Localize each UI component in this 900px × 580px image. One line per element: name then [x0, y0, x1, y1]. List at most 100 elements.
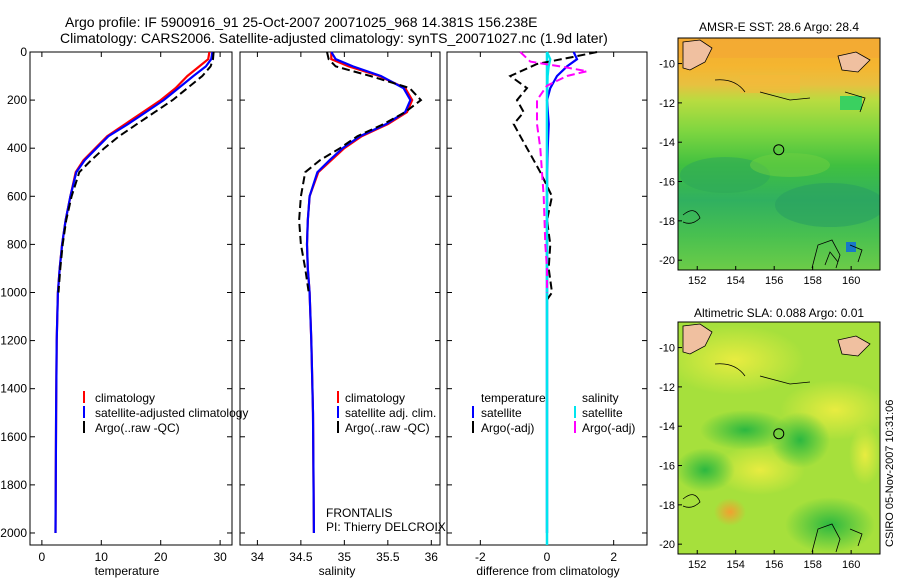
sst-map-axes: 152 154 156 158 160 -10 -12 -14 -16 -18 -20 [659, 59, 860, 287]
series-line-salinity-satellite [545, 51, 552, 533]
y-tick-label: 1400 [0, 382, 27, 396]
x-tick-label: 10 [95, 550, 109, 564]
y-tick-label: 1000 [0, 285, 27, 299]
x-tick-label: 20 [154, 550, 168, 564]
map-x-tick-label: 154 [727, 559, 745, 571]
y-tick-label: 2000 [0, 526, 27, 540]
x-tick-label: 34.5 [289, 550, 313, 564]
salinity-legend: climatology satellite adj. clim. Argo(..… [337, 391, 436, 435]
temperature-xlabel: temperature [95, 564, 160, 578]
series-line-salinity-argo-adj- [519, 51, 588, 293]
map-x-tick-label: 152 [688, 559, 706, 571]
y-tick-label: 1600 [0, 430, 27, 444]
legend-heading-temperature: temperature [481, 391, 546, 405]
difference-xlabel: difference from climatology [476, 564, 619, 578]
series-line-temperature-argo-adj- [508, 51, 598, 301]
x-tick-label: 35.5 [376, 550, 400, 564]
difference-panel: -2 0 2 [446, 51, 648, 564]
x-tick-label: 34 [251, 550, 265, 564]
map-y-tick-label: -12 [659, 382, 675, 394]
legend-swatch-satellite [83, 406, 85, 418]
legend-swatch-satellite [337, 406, 339, 418]
series-line-climatology [305, 52, 414, 534]
legend-label-climatology: climatology [345, 391, 405, 405]
y-tick-label: 400 [7, 141, 27, 155]
plot-frame [29, 51, 233, 546]
legend-label-climatology: climatology [95, 391, 155, 405]
y-tick-label: 800 [7, 237, 27, 251]
map-y-tick-label: -14 [659, 137, 675, 149]
map-x-tick-label: 154 [727, 275, 745, 287]
x-tick-label: 0 [39, 550, 46, 564]
map-y-tick-label: -18 [659, 500, 675, 512]
y-tick-label: 1800 [0, 478, 27, 492]
map-x-tick-label: 160 [842, 275, 860, 287]
map-y-tick-label: -18 [659, 216, 675, 228]
y-tick-label: 0 [20, 45, 27, 59]
sla-map [677, 321, 881, 555]
temperature-legend: climatology satellite-adjusted climatolo… [83, 391, 248, 435]
map-x-tick-label: 158 [803, 559, 821, 571]
figure-title: Argo profile: IF 5900916_91 25-Oct-2007 … [65, 14, 537, 30]
legend-swatch-argo [83, 421, 85, 433]
sst-map-title: AMSR-E SST: 28.6 Argo: 28.4 [699, 20, 859, 34]
x-tick-label: -2 [475, 550, 486, 564]
legend-label-satellite: satellite-adjusted climatology [95, 406, 248, 420]
map-x-tick-label: 152 [688, 275, 706, 287]
legend-swatch-temp-satellite [472, 406, 474, 418]
timestamp-stamp: CSIRO 05-Nov-2007 10:31:06 [884, 400, 896, 547]
map-y-tick-label: -16 [659, 177, 675, 189]
legend-label-sal-argo: Argo(-adj) [582, 421, 635, 435]
map-y-tick-label: -14 [659, 421, 675, 433]
map-x-tick-label: 160 [842, 559, 860, 571]
series-line-climatology [54, 51, 211, 534]
legend-swatch-sal-argo [574, 421, 576, 433]
map-y-tick-label: -16 [659, 461, 675, 473]
legend-label-sal-satellite: satellite [582, 406, 623, 420]
sst-argo-position-marker [773, 144, 785, 156]
legend-swatch-argo [337, 421, 339, 433]
y-tick-label: 1200 [0, 334, 27, 348]
sla-map-axes: 152 154 156 158 160 -10 -12 -14 -16 -18 -20 [659, 343, 860, 571]
map-y-tick-label: -20 [659, 255, 675, 267]
map-x-tick-label: 158 [803, 275, 821, 287]
series-line-satellite-adjusted-climatology [54, 51, 214, 534]
series-line-argo-raw-qc- [57, 51, 215, 293]
sla-argo-position-marker [773, 428, 785, 440]
pi-label: PI: Thierry DELCROIX [326, 520, 446, 534]
legend-swatch-sal-satellite [574, 406, 576, 418]
x-tick-label: 0 [544, 550, 551, 564]
project-label: FRONTALIS [326, 506, 392, 520]
plot-frame [239, 51, 441, 546]
difference-legend: temperature satellite Argo(-adj) salinit… [472, 391, 635, 435]
map-y-tick-label: -10 [659, 343, 675, 355]
y-tick-label: 200 [7, 93, 27, 107]
legend-swatch-climatology [337, 391, 339, 403]
series-line-satellite-adj-clim- [305, 51, 412, 534]
legend-label-argo: Argo(..raw -QC) [345, 421, 430, 435]
map-y-tick-label: -12 [659, 98, 675, 110]
map-x-tick-label: 156 [765, 559, 783, 571]
salinity-panel: 34 34.5 35 35.5 36 [239, 51, 441, 564]
map-y-tick-label: -10 [659, 59, 675, 71]
salinity-xlabel: salinity [319, 564, 356, 578]
sst-map [677, 37, 881, 271]
series-line-temperature-satellite [545, 51, 579, 533]
map-x-tick-label: 156 [765, 275, 783, 287]
sla-map-title: Altimetric SLA: 0.088 Argo: 0.01 [694, 306, 864, 320]
x-tick-label: 30 [213, 550, 227, 564]
x-tick-label: 2 [610, 550, 617, 564]
map-y-tick-label: -20 [659, 539, 675, 551]
temperature-panel: 0 10 20 30 0 200 400 600 800 1000 1200 1400 1600 1800… [0, 45, 233, 564]
legend-swatch-temp-argo [472, 421, 474, 433]
legend-label-satellite: satellite adj. clim. [345, 406, 436, 420]
figure-subtitle: Climatology: CARS2006. Satellite-adjuste… [60, 30, 608, 46]
legend-swatch-climatology [83, 391, 85, 403]
legend-heading-salinity: salinity [582, 391, 619, 405]
y-tick-label: 600 [7, 189, 27, 203]
legend-label-temp-satellite: satellite [481, 406, 522, 420]
x-tick-label: 35 [338, 550, 352, 564]
legend-label-argo: Argo(..raw -QC) [95, 421, 180, 435]
x-tick-label: 36 [425, 550, 439, 564]
